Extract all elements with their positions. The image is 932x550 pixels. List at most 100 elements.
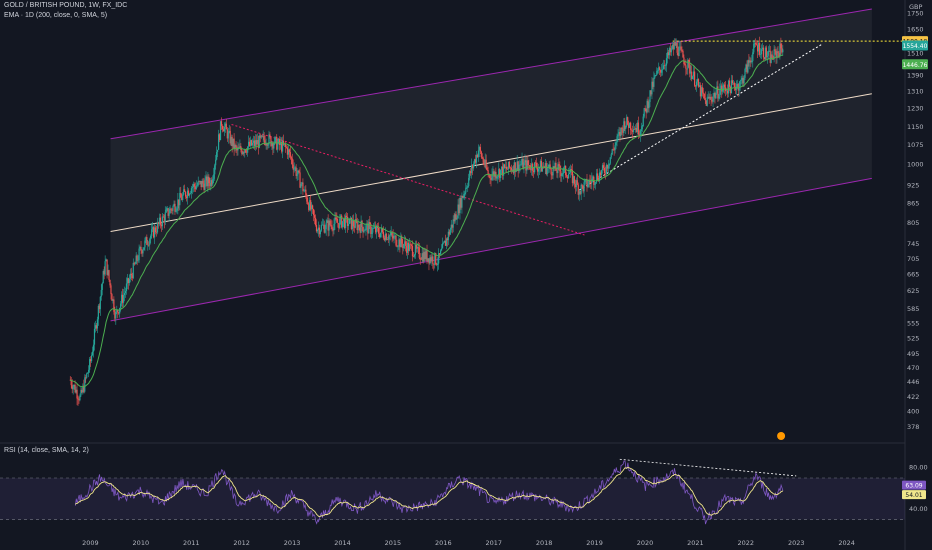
candle-body: [288, 149, 290, 153]
candle-body: [557, 164, 559, 174]
candle-body: [442, 242, 445, 244]
candle-body: [72, 386, 74, 390]
candle-body: [552, 166, 554, 176]
candle: [202, 177, 204, 188]
candle: [537, 163, 540, 179]
candle: [478, 145, 480, 158]
candle: [344, 214, 346, 230]
candle-body: [560, 171, 562, 176]
candle-body: [176, 208, 178, 211]
candle-body: [470, 171, 472, 174]
candle: [767, 46, 769, 59]
candle-body: [455, 214, 457, 220]
candle-body: [773, 49, 775, 60]
candle-body: [594, 184, 596, 185]
candle-body: [111, 294, 113, 301]
candle-body: [517, 161, 519, 171]
candle-body: [684, 64, 686, 66]
candle: [708, 93, 710, 104]
candle-body: [628, 124, 630, 128]
rsi-divergence-line: [619, 458, 797, 477]
candle: [450, 219, 452, 233]
candle-body: [678, 46, 680, 56]
candle-body: [590, 181, 592, 183]
candle: [427, 258, 429, 263]
candle-body: [525, 160, 527, 171]
candle-body: [293, 167, 295, 170]
candle: [184, 184, 186, 192]
candle: [466, 185, 468, 189]
candle-body: [169, 208, 171, 214]
candle-body: [665, 58, 668, 66]
candle: [331, 220, 333, 232]
candle: [513, 160, 515, 180]
ema-indicator-label: EMA · 1D (200, close, 0, SMA, 5): [4, 12, 108, 19]
candle-body: [526, 160, 528, 171]
candle-body: [144, 240, 146, 248]
candle-body: [694, 85, 697, 87]
candle: [668, 46, 671, 60]
candle-body: [670, 48, 672, 53]
candle-body: [280, 142, 282, 146]
candle: [270, 136, 272, 148]
candle-body: [245, 150, 247, 152]
candle: [711, 96, 713, 104]
candle-body: [607, 165, 609, 169]
candle: [419, 253, 421, 265]
candle-body: [108, 270, 110, 280]
candle: [456, 215, 458, 225]
candle: [659, 66, 661, 76]
candle: [699, 82, 702, 101]
candle: [606, 164, 608, 172]
candle: [296, 168, 298, 181]
candle: [447, 228, 449, 246]
candle-body: [124, 291, 127, 294]
downtrend-line: [231, 124, 585, 236]
candle-body: [658, 67, 660, 71]
candle: [195, 180, 197, 190]
candle: [300, 181, 302, 195]
candle: [319, 229, 321, 238]
candle: [601, 163, 604, 174]
candle: [717, 80, 719, 102]
candle: [198, 180, 200, 185]
candle: [747, 59, 749, 74]
candle: [227, 127, 229, 144]
candle: [392, 229, 394, 241]
candle-body: [397, 246, 399, 247]
candle: [738, 81, 740, 97]
candle-body: [690, 71, 692, 74]
candle-body: [290, 156, 292, 159]
candle: [364, 228, 366, 231]
candle-body: [371, 232, 373, 234]
candle: [445, 237, 448, 250]
candle: [395, 234, 397, 247]
candle: [391, 231, 393, 243]
candle-body: [377, 227, 380, 234]
candle: [613, 147, 615, 156]
candle: [453, 213, 455, 224]
x-tick-label: 2024: [838, 539, 855, 547]
candle: [288, 148, 290, 158]
candle: [483, 158, 485, 168]
candle: [330, 219, 332, 230]
candle-body: [277, 143, 279, 150]
candle: [754, 39, 756, 48]
candle: [479, 143, 481, 154]
price-label-current-bg: [902, 40, 928, 51]
candle: [345, 212, 348, 223]
candle-body: [296, 174, 298, 176]
candle: [644, 105, 646, 112]
candle: [85, 374, 87, 383]
candle-body: [292, 164, 294, 170]
candle-body: [448, 231, 450, 235]
candle: [138, 244, 140, 263]
candle-body: [421, 253, 423, 260]
candle: [233, 133, 235, 156]
candle: [189, 190, 192, 195]
candle-body: [708, 96, 710, 99]
candle: [386, 236, 388, 241]
candle-body: [250, 140, 253, 146]
candle-body: [757, 43, 760, 52]
